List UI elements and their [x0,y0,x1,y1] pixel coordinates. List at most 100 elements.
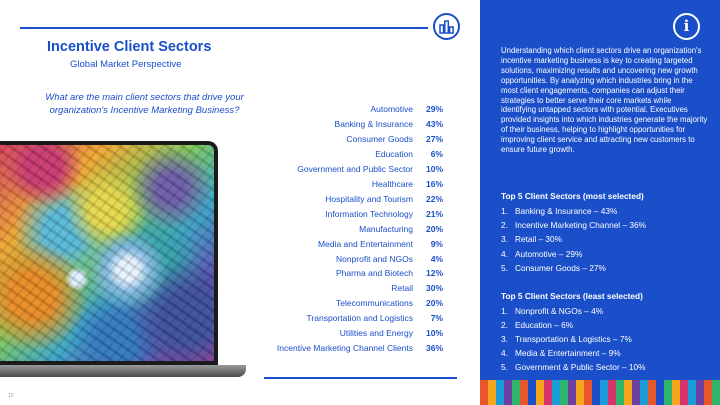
stripe-segment [688,380,696,405]
sector-name: Consumer Goods [346,133,413,144]
stripe-segment [656,380,664,405]
most-selected-item: 2. Incentive Marketing Channel – 36% [501,220,646,230]
page-title: Incentive Client Sectors [47,39,212,55]
stripe-segment [496,380,504,405]
stripe-segment [584,380,592,405]
sector-name: Banking & Insurance [334,118,413,129]
info-icon: i [673,13,700,40]
stripe-segment [576,380,584,405]
sector-value: 20% [425,298,443,309]
most-selected-item: 3. Retail – 30% [501,234,563,244]
stripe-segment [536,380,544,405]
most-selected-title: Top 5 Client Sectors (most selected) [501,191,644,201]
page-subtitle: Global Market Perspective [70,59,182,70]
sector-name: Hospitality and Tourism [325,193,413,204]
sector-row: Education 6% [262,149,448,164]
laptop-base [0,365,246,377]
stripe-segment [504,380,512,405]
sector-value: 12% [425,268,443,279]
stripe-segment [680,380,688,405]
sector-value: 43% [425,118,443,129]
sector-row: Hospitality and Tourism 22% [262,194,448,209]
sector-value: 27% [425,133,443,144]
sector-row: Telecommunications 20% [262,298,448,313]
sector-name: Manufacturing [359,223,413,234]
sector-name: Telecommunications [335,298,413,309]
least-selected-title: Top 5 Client Sectors (least selected) [501,291,643,301]
sector-value: 21% [425,208,443,219]
stripe-segment [704,380,712,405]
laptop-image [0,141,246,379]
sector-row: Retail 30% [262,283,448,298]
sector-name: Media and Entertainment [318,238,413,249]
stripe-segment [528,380,536,405]
least-selected-item: 2. Education – 6% [501,320,574,330]
sector-value: 30% [425,283,443,294]
sector-name: Education [375,148,413,159]
stripe-segment [640,380,648,405]
stripe-segment [696,380,704,405]
sector-row: Banking & Insurance 43% [262,119,448,134]
most-selected-item: 4. Automotive – 29% [501,249,583,259]
page-number: 10 [8,393,14,399]
stripe-segment [648,380,656,405]
sector-row: Government and Public Sector 10% [262,164,448,179]
bar-chart-icon [433,13,460,40]
stripe-segment [624,380,632,405]
stripe-segment [512,380,520,405]
sector-row: Manufacturing 20% [262,224,448,239]
sector-row: Pharma and Biotech 12% [262,268,448,283]
sector-name: Automotive [370,104,413,114]
sector-name: Pharma and Biotech [335,268,413,279]
least-selected-item: 3. Transportation & Logistics – 7% [501,334,632,344]
sector-name: Nonprofit and NGOs [335,253,413,264]
least-selected-item: 1. Nonprofit & NGOs – 4% [501,306,604,316]
color-stripe [480,380,720,405]
sector-value: 4% [430,253,443,264]
sector-name: Utilities and Energy [339,328,413,339]
sector-row: Incentive Marketing Channel Clients 36% [262,343,448,358]
sector-value: 16% [425,178,443,189]
sector-value: 10% [425,163,443,174]
sector-row: Utilities and Energy 10% [262,328,448,343]
sector-row: Nonprofit and NGOs 4% [262,254,448,269]
sector-name: Information Technology [325,208,413,219]
sector-name: Healthcare [371,178,413,189]
sector-value: 22% [425,193,443,204]
sector-row: Automotive 29% [262,104,448,119]
sector-value: 36% [425,343,443,354]
sector-value: 6% [430,148,443,159]
sector-name: Incentive Marketing Channel Clients [276,343,413,354]
stripe-segment [672,380,680,405]
most-selected-item: 1. Banking & Insurance – 43% [501,206,618,216]
sector-row: Transportation and Logistics 7% [262,313,448,328]
stripe-segment [632,380,640,405]
sector-name: Transportation and Logistics [306,313,413,324]
sector-value: 20% [425,223,443,234]
sector-value: 10% [425,328,443,339]
stripe-segment [552,380,560,405]
sector-row: Consumer Goods 27% [262,134,448,149]
stripe-segment [560,380,568,405]
stripe-segment [600,380,608,405]
stripe-segment [544,380,552,405]
stripe-segment [480,380,488,405]
sector-row: Information Technology 21% [262,209,448,224]
bottom-divider [264,377,457,379]
stripe-segment [616,380,624,405]
stripe-segment [592,380,600,405]
sector-value: 9% [430,238,443,249]
info-panel: i Understanding which client sectors dri… [480,0,720,380]
least-selected-item: 5. Government & Public Sector – 10% [501,362,646,372]
stripe-segment [664,380,672,405]
sector-row: Healthcare 16% [262,179,448,194]
stripe-segment [520,380,528,405]
top-divider [20,27,428,29]
survey-question: What are the main client sectors that dr… [45,92,244,116]
laptop-screen [0,141,218,365]
least-selected-item: 4. Media & Entertainment – 9% [501,348,621,358]
stripe-segment [712,380,720,405]
most-selected-item: 5. Consumer Goods – 27% [501,263,606,273]
stripe-segment [568,380,576,405]
